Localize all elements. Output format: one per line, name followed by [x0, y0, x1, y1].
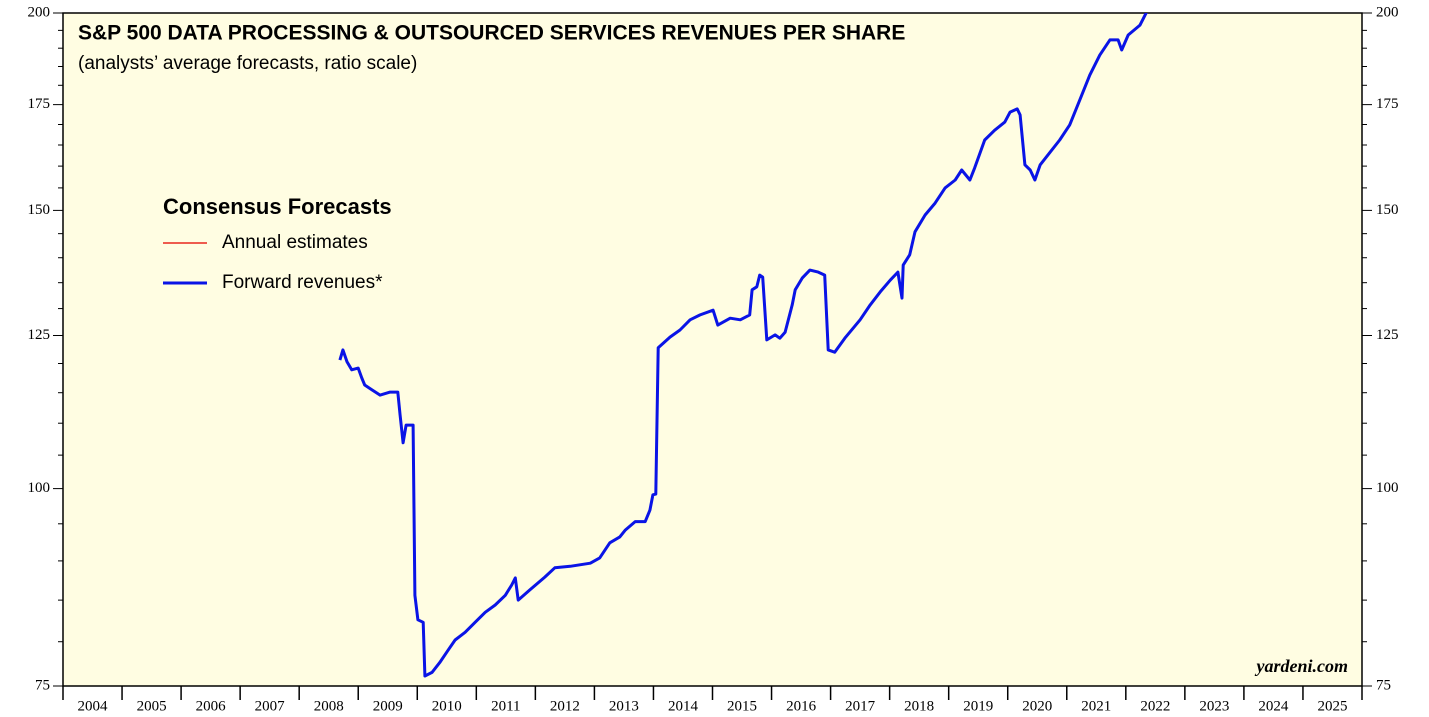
y2-tick-label: 75	[1376, 677, 1391, 693]
y-tick-label: 175	[28, 96, 51, 112]
y2-tick-label: 200	[1376, 4, 1399, 20]
x-tick-label: 2018	[904, 698, 934, 714]
x-tick-label: 2019	[963, 698, 993, 714]
y-tick-label: 150	[28, 202, 51, 218]
x-tick-label: 2009	[373, 698, 403, 714]
x-tick-label: 2008	[314, 698, 344, 714]
y-tick-label: 200	[28, 4, 51, 20]
x-tick-label: 2011	[491, 698, 520, 714]
x-tick-label: 2014	[668, 698, 699, 714]
x-tick-label: 2015	[727, 698, 757, 714]
x-tick-label: 2020	[1022, 698, 1052, 714]
x-tick-label: 2017	[845, 698, 876, 714]
x-tick-label: 2004	[78, 698, 109, 714]
y-tick-label: 100	[28, 480, 51, 496]
y-tick-label: 125	[28, 327, 51, 343]
x-tick-label: 2005	[137, 698, 167, 714]
x-tick-label: 2012	[550, 698, 580, 714]
y2-tick-label: 125	[1376, 327, 1399, 343]
lines	[338, 13, 1148, 678]
legend-label: Annual estimates	[222, 232, 368, 253]
y2-tick-label: 100	[1376, 480, 1399, 496]
chart-title: S&P 500 DATA PROCESSING & OUTSOURCED SER…	[78, 22, 905, 45]
x-tick-label: 2021	[1081, 698, 1111, 714]
y2-tick-label: 175	[1376, 96, 1399, 112]
legend-label: Forward revenues*	[222, 272, 383, 293]
x-tick-label: 2010	[432, 698, 462, 714]
legend-title: Consensus Forecasts	[163, 194, 392, 219]
annotation: yardeni.com	[1255, 656, 1349, 676]
x-tick-label: 2007	[255, 698, 286, 714]
x-tick-label: 2022	[1140, 698, 1170, 714]
series-line	[338, 13, 1148, 678]
x-tick-label: 2013	[609, 698, 639, 714]
x-tick-label: 2006	[196, 698, 227, 714]
x-tick-label: 2016	[786, 698, 817, 714]
y-tick-label: 75	[35, 677, 50, 693]
x-tick-label: 2024	[1258, 698, 1289, 714]
plot-area	[62, 12, 1363, 687]
chart-subtitle: (analysts’ average forecasts, ratio scal…	[78, 53, 417, 74]
y2-tick-label: 150	[1376, 202, 1399, 218]
x-tick-label: 2025	[1317, 698, 1347, 714]
x-tick-label: 2023	[1199, 698, 1229, 714]
